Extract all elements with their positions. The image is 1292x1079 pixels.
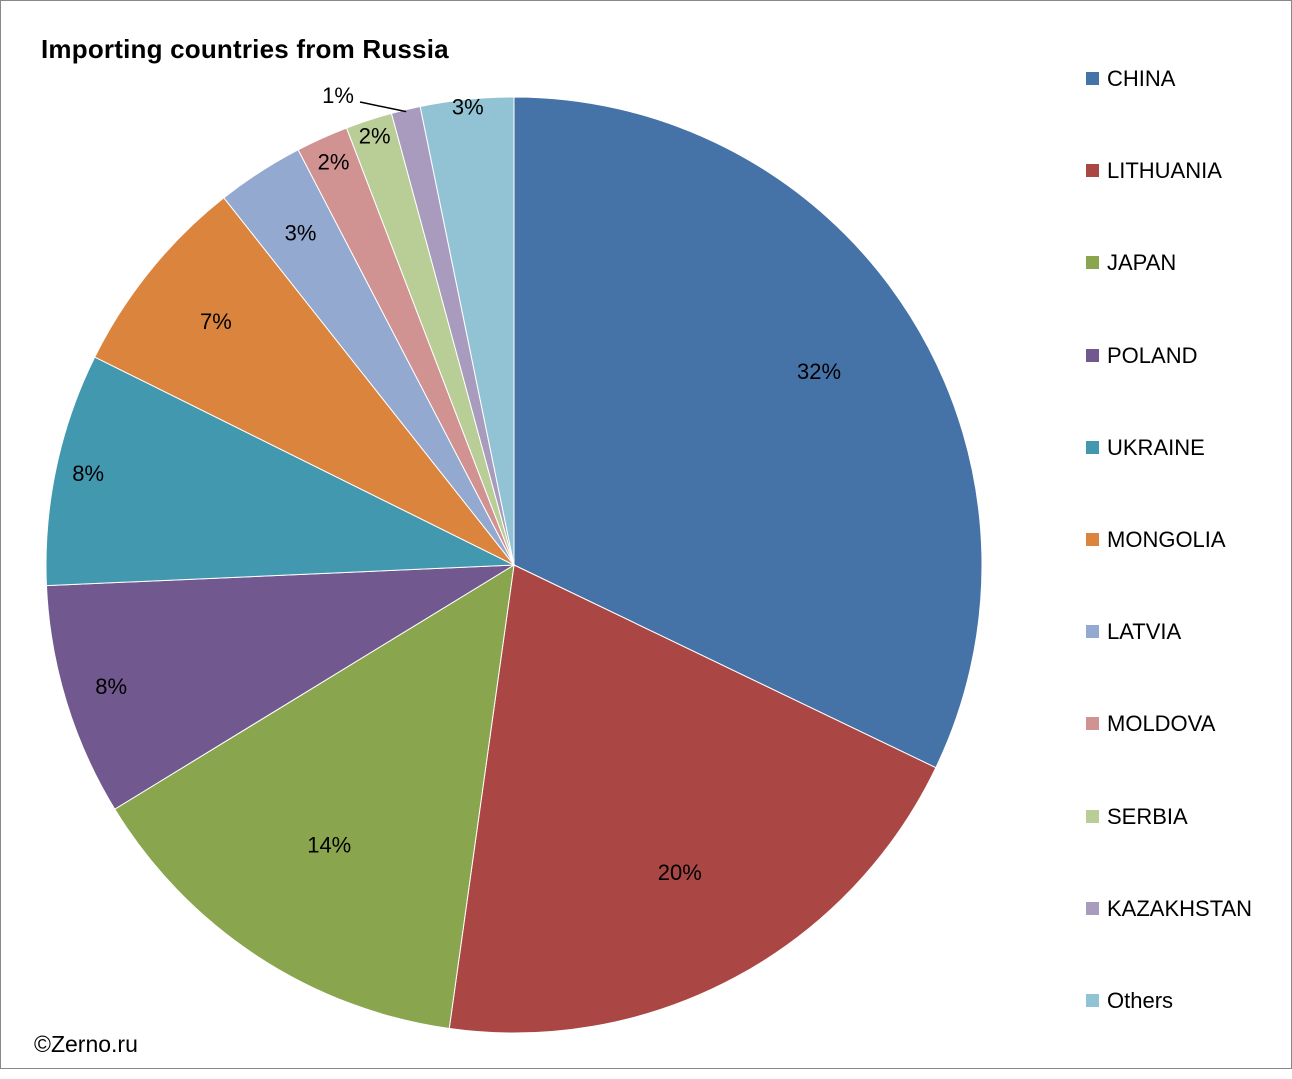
- slice-label-poland: 8%: [95, 674, 127, 699]
- legend-label: CHINA: [1107, 66, 1176, 91]
- pie-slice-poland: [45, 564, 515, 810]
- legend-swatch: [1086, 717, 1099, 731]
- legend-label: KAZAKHSTAN: [1107, 895, 1253, 921]
- pie-slice-mongolia: [94, 197, 515, 566]
- legend-swatch: [1086, 72, 1099, 85]
- legend-swatch: [1086, 532, 1099, 546]
- legend: CHINA LITHUANIA JAPAN POLAND UKRAINE MONGOLIA…: [1086, 65, 1252, 1079]
- legend-label: MOLDOVA: [1107, 711, 1216, 737]
- legend-item-ukraine: UKRAINE: [1086, 434, 1252, 526]
- legend-label: LATVIA: [1107, 619, 1182, 645]
- legend-label: JAPAN: [1107, 250, 1177, 276]
- slice-label-serbia: 2%: [359, 124, 391, 149]
- slice-label-china: 32%: [797, 359, 841, 384]
- slice-label-japan: 14%: [307, 833, 351, 858]
- slice-label-mongolia: 7%: [200, 309, 232, 334]
- legend-swatch: [1086, 625, 1099, 639]
- legend-label: Others: [1107, 987, 1174, 1013]
- legend-label: LITHUANIA: [1107, 158, 1222, 184]
- slice-label-latvia: 3%: [285, 221, 317, 246]
- pie-slice-lithuania: [448, 564, 937, 1034]
- pie-slice-ukraine: [45, 356, 515, 587]
- legend-item-mongolia: MONGOLIA: [1086, 526, 1252, 618]
- leader-line-kazakhstan: [359, 101, 407, 113]
- legend-swatch: [1086, 440, 1099, 454]
- credit-text: ©Zerno.ru: [34, 1031, 138, 1057]
- legend-swatch: [1086, 901, 1099, 915]
- slice-label-others: 3%: [452, 95, 484, 120]
- legend-swatch: [1086, 164, 1099, 178]
- legend-item-kazakhstan: KAZAKHSTAN: [1086, 895, 1252, 987]
- legend-item-serbia: SERBIA: [1086, 803, 1252, 895]
- legend-label: MONGOLIA: [1107, 526, 1226, 552]
- slice-label-ukraine: 8%: [72, 461, 104, 486]
- legend-swatch: [1086, 348, 1099, 362]
- legend-item-japan: JAPAN: [1086, 249, 1252, 341]
- pie-slice-china: [513, 96, 983, 769]
- legend-item-others: Others: [1086, 987, 1252, 1079]
- pie-slice-japan: [114, 564, 515, 1030]
- slice-label-lithuania: 20%: [658, 860, 702, 885]
- legend-item-latvia: LATVIA: [1086, 618, 1252, 710]
- legend-swatch: [1086, 256, 1099, 270]
- legend-item-poland: POLAND: [1086, 342, 1252, 434]
- legend-item-moldova: MOLDOVA: [1086, 710, 1252, 802]
- legend-swatch: [1086, 993, 1099, 1007]
- slice-label-kazakhstan: 1%: [322, 83, 354, 108]
- legend-item-lithuania: LITHUANIA: [1086, 157, 1252, 249]
- chart-title: Importing countries from Russia: [41, 34, 449, 64]
- legend-label: UKRAINE: [1107, 434, 1205, 460]
- legend-label: SERBIA: [1107, 803, 1188, 829]
- pie-slice-others: [419, 96, 515, 566]
- legend-item-china: CHINA: [1086, 65, 1252, 157]
- legend-swatch: [1086, 809, 1099, 823]
- legend-label: POLAND: [1107, 342, 1198, 368]
- slice-label-moldova: 2%: [318, 150, 350, 175]
